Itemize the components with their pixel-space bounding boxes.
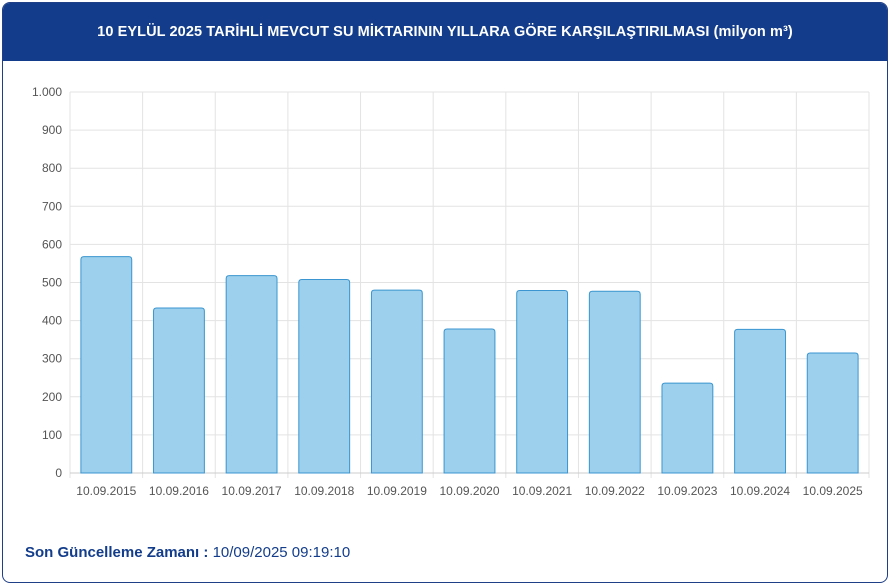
last-update-value: 10/09/2025 09:19:10 <box>212 544 351 561</box>
bar-10.09.2025 <box>806 352 859 474</box>
y-tick-label: 100 <box>42 428 62 442</box>
y-tick-label: 600 <box>42 237 62 251</box>
x-tick-label: 10.09.2020 <box>439 484 499 498</box>
last-update-label: Son Güncelleme Zamanı : <box>25 544 209 561</box>
y-tick-label: 500 <box>42 276 62 290</box>
x-tick-label: 10.09.2023 <box>657 484 717 498</box>
bar-10.09.2017 <box>225 275 278 474</box>
chart-area: 0 100 200 300 400 500 600 700 800 900 1.000 10.09.2… <box>3 61 887 521</box>
y-tick-label: 400 <box>42 314 62 328</box>
y-tick-label: 200 <box>42 390 62 404</box>
x-tick-label: 10.09.2024 <box>730 484 790 498</box>
bar-10.09.2023 <box>661 382 714 474</box>
y-tick-label: 0 <box>55 466 62 480</box>
y-tick-label: 700 <box>42 199 62 213</box>
bar-chart: 0 100 200 300 400 500 600 700 800 900 1.000 10.09.2… <box>32 85 870 498</box>
y-tick-label: 900 <box>42 123 62 137</box>
x-tick-label: 10.09.2017 <box>222 484 282 498</box>
x-tick-label: 10.09.2015 <box>76 484 136 498</box>
x-tick-label: 10.09.2022 <box>585 484 645 498</box>
chart-title: 10 EYLÜL 2025 TARİHLİ MEVCUT SU MİKTARIN… <box>97 24 793 40</box>
x-tick-label: 10.09.2021 <box>512 484 572 498</box>
bar-10.09.2016 <box>153 307 205 474</box>
bar-10.09.2022 <box>588 290 641 474</box>
bar-10.09.2020 <box>443 328 496 474</box>
x-tick-label: 10.09.2018 <box>294 484 354 498</box>
bar-10.09.2018 <box>298 278 351 474</box>
bar-10.09.2015 <box>80 256 133 474</box>
x-tick-label: 10.09.2019 <box>367 484 427 498</box>
bar-10.09.2021 <box>516 290 569 474</box>
y-tick-label: 1.000 <box>32 85 62 99</box>
chart-header: 10 EYLÜL 2025 TARİHLİ MEVCUT SU MİKTARIN… <box>3 3 887 61</box>
bar-10.09.2019 <box>370 289 423 474</box>
y-tick-label: 800 <box>42 161 62 175</box>
x-tick-label: 10.09.2025 <box>803 484 863 498</box>
last-update: Son Güncelleme Zamanı : 10/09/2025 09:19… <box>25 544 350 561</box>
y-tick-label: 300 <box>42 352 62 366</box>
x-tick-label: 10.09.2016 <box>149 484 209 498</box>
bar-10.09.2024 <box>734 328 786 474</box>
